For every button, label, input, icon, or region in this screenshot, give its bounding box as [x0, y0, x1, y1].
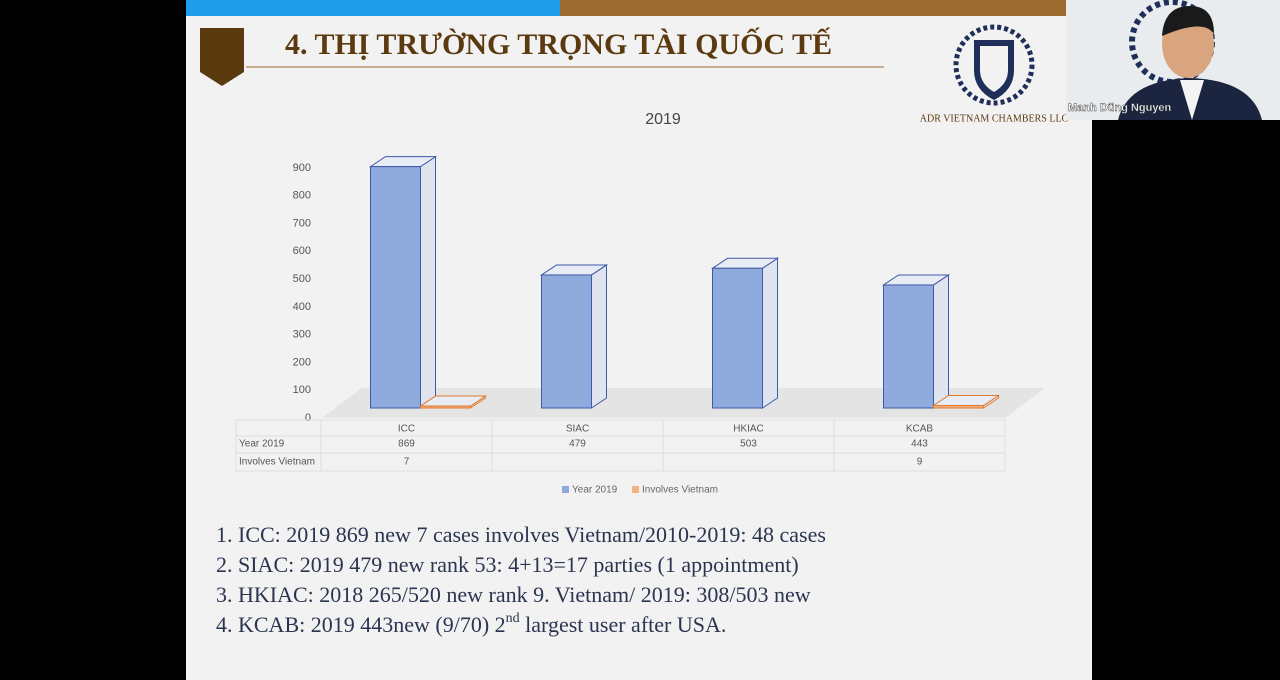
table-row-label: Year 2019 [239, 439, 285, 450]
bullet: 1. ICC: 2019 869 new 7 cases involves Vi… [216, 522, 826, 547]
y-tick-label: 500 [293, 273, 311, 285]
x-tick-label: ICC [398, 424, 415, 435]
slide [186, 0, 1092, 680]
bar-side [591, 264, 607, 409]
webcam [1066, 0, 1280, 120]
bar [712, 267, 763, 409]
y-tick-label: 900 [293, 162, 311, 174]
y-tick-label: 700 [293, 217, 311, 229]
data-table [235, 419, 1006, 472]
slide-title: 4. THỊ TRƯỜNG TRỌNG TÀI QUỐC TẾ [285, 27, 832, 61]
legend-swatch [562, 486, 569, 493]
bar [420, 405, 471, 409]
legend-label: Involves Vietnam [642, 485, 718, 496]
x-tick-label: KCAB [906, 424, 934, 435]
bar-side [420, 155, 436, 409]
table-value: 869 [398, 439, 415, 450]
table-value: 9 [917, 457, 923, 468]
bullet-text: 4. KCAB: 2019 443new (9/70) 2 [216, 612, 506, 637]
logo [953, 24, 1035, 106]
chart-title: 2019 [645, 111, 681, 128]
table-value: 503 [740, 439, 757, 450]
bullets: 1. ICC: 2019 869 new 7 cases involves Vi… [216, 522, 826, 637]
chart: 0 100 200 300 400 500 600 700 800 900 ICC 869 7 SIAC 4… [235, 155, 1006, 496]
table-value: 443 [911, 439, 928, 450]
x-tick-label: HKIAC [733, 424, 764, 435]
x-tick-label: SIAC [566, 424, 589, 435]
logo-text: ADR VIETNAM CHAMBERS LLC [920, 113, 1069, 124]
legend-swatch [632, 486, 639, 493]
bar-side [762, 257, 778, 409]
participant-name: Manh Dũng Nguyen [1068, 102, 1172, 114]
bullet: 4. KCAB: 2019 443new (9/70) 2nd largest … [216, 611, 726, 637]
bar [370, 166, 421, 409]
y-tick-label: 100 [293, 384, 311, 396]
top-bar-brown [560, 0, 1066, 16]
bullet: 2. SIAC: 2019 479 new rank 53: 4+13=17 p… [216, 552, 799, 577]
bullet-sup: nd [506, 611, 520, 626]
bullet: 3. HKIAC: 2018 265/520 new rank 9. Vietn… [216, 582, 811, 607]
table-value: 7 [404, 457, 410, 468]
y-tick-label: 0 [305, 412, 311, 424]
top-bar-blue [186, 0, 560, 16]
y-tick-label: 800 [293, 190, 311, 202]
y-tick-label: 600 [293, 245, 311, 257]
bar-side [933, 274, 949, 409]
table-value: 479 [569, 439, 586, 450]
y-tick-label: 200 [293, 356, 311, 368]
bar [933, 405, 984, 409]
floor [322, 388, 1045, 418]
y-tick-label: 300 [293, 329, 311, 341]
bar [541, 274, 592, 409]
title-marker [200, 28, 244, 86]
bullet-tail: largest user after USA. [520, 612, 727, 637]
legend-label: Year 2019 [572, 485, 618, 496]
bar [883, 284, 934, 409]
y-tick-label: 400 [293, 301, 311, 313]
table-row-label: Involves Vietnam [239, 457, 315, 468]
